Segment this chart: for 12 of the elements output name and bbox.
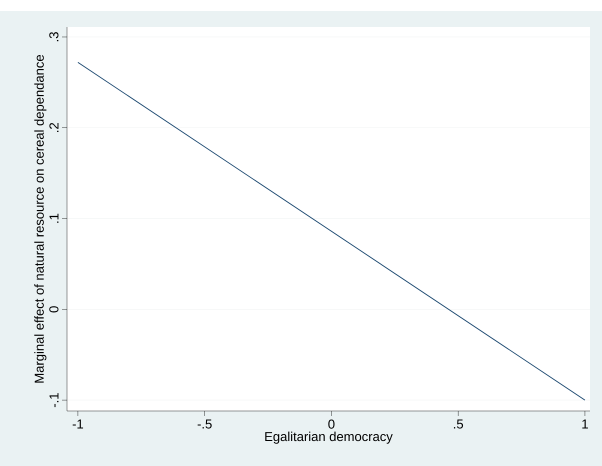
y-tick-label: .1 <box>50 214 58 223</box>
x-tick-label: -1 <box>72 420 84 428</box>
y-axis-title: Marginal effect of natural resource on cereal dependance <box>34 54 46 383</box>
y-tick-label: -.1 <box>50 393 58 408</box>
y-tick-label: .3 <box>49 32 58 42</box>
x-tick-label: 1 <box>582 420 588 428</box>
x-tick-label: .5 <box>454 420 464 429</box>
x-axis-title: Egalitarian democracy <box>265 432 393 444</box>
y-tick-label: .2 <box>49 122 58 132</box>
x-tick-label: -.5 <box>198 420 212 429</box>
x-tick-label: 0 <box>328 420 335 429</box>
y-tick-label: 0 <box>49 306 58 312</box>
